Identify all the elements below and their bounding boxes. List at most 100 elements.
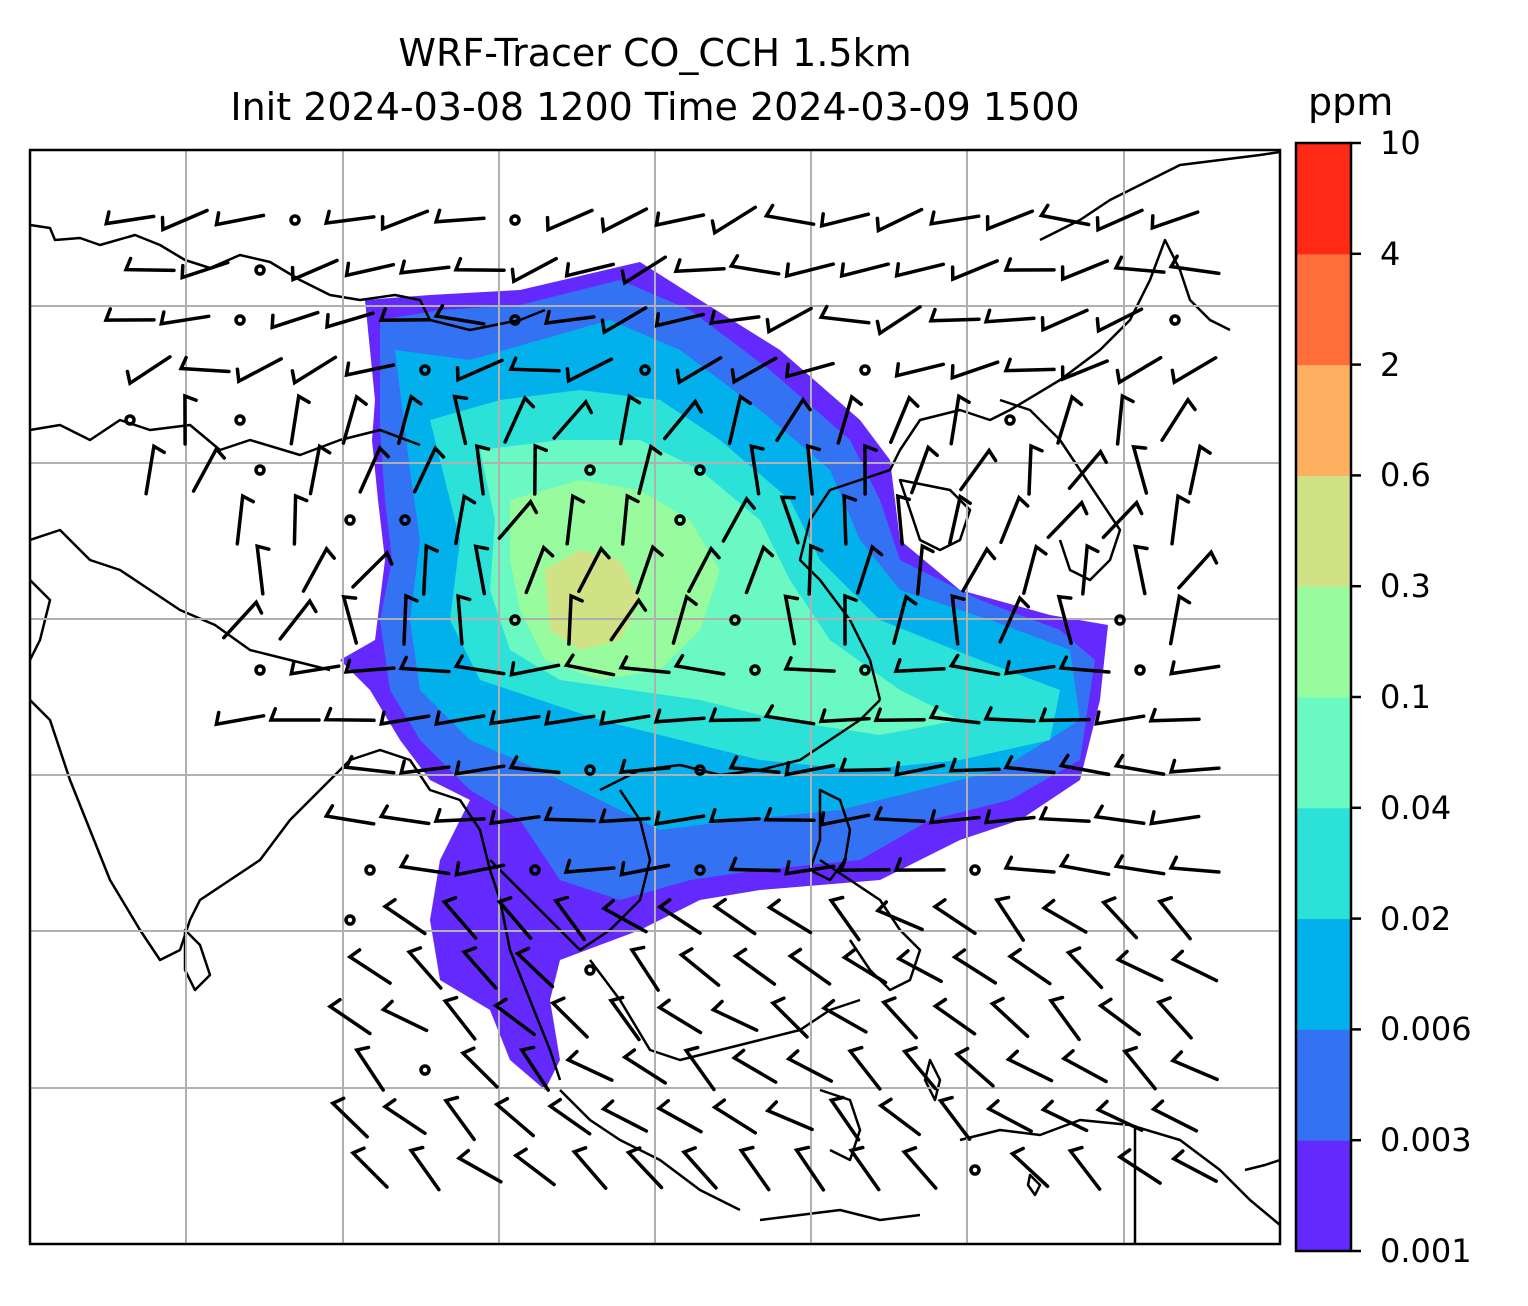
wind-barb <box>1097 997 1142 1037</box>
wind-barb <box>351 550 394 589</box>
wind-barb <box>680 1146 718 1190</box>
wind-barb <box>838 757 891 773</box>
wind-barb <box>609 597 648 642</box>
wind-barb <box>565 357 614 384</box>
wind-barb <box>828 1095 861 1142</box>
wind-barb <box>1007 947 1052 986</box>
calm-wind-marker <box>674 514 686 526</box>
wind-barb <box>763 806 816 822</box>
colorbar-band <box>1296 586 1351 698</box>
wind-barb <box>766 898 813 935</box>
wind-barb <box>183 393 198 446</box>
wind-barb <box>951 948 998 985</box>
wind-barb <box>893 857 946 872</box>
colorbar-band <box>1296 475 1351 587</box>
wind-barb <box>1005 1049 1054 1083</box>
wind-barb <box>1113 854 1166 876</box>
wind-barb <box>629 945 660 992</box>
wind-barb <box>1131 444 1149 495</box>
wind-barb <box>728 254 781 276</box>
wind-barb <box>877 1097 921 1137</box>
wind-barb <box>1003 659 1056 676</box>
wind-barb <box>784 262 836 279</box>
calm-wind-marker <box>399 514 411 526</box>
colorbar-band <box>1296 253 1351 366</box>
wind-barb <box>329 1096 369 1139</box>
wind-barb <box>875 207 924 234</box>
wind-barb <box>488 709 541 726</box>
wind-barb <box>290 355 338 386</box>
wind-barb <box>341 393 368 445</box>
colorbar-unit-label: ppm <box>1308 80 1394 124</box>
calm-wind-marker <box>749 664 761 676</box>
wind-barb <box>1113 753 1166 776</box>
wind-barb <box>1150 1099 1199 1133</box>
calm-wind-marker <box>509 314 521 326</box>
colorbar-band <box>1296 143 1351 255</box>
wind-barb <box>543 309 596 326</box>
colorbar-band <box>1296 918 1351 1030</box>
wind-barb <box>144 443 166 496</box>
wind-barb <box>1170 356 1218 386</box>
colorbar-tick-label: 0.001 <box>1380 1232 1472 1270</box>
wind-barb <box>1160 396 1197 442</box>
wind-barb <box>510 256 558 285</box>
wind-barb <box>547 1097 592 1136</box>
wind-barb <box>675 356 723 386</box>
wind-barb <box>855 544 884 595</box>
wind-barb <box>1065 946 1104 990</box>
wind-barb <box>545 208 594 233</box>
wind-barb <box>453 654 506 676</box>
wind-barb <box>621 1048 667 1085</box>
wind-barb <box>1046 499 1089 540</box>
wind-barb <box>620 255 668 286</box>
wind-barb <box>103 307 156 322</box>
wind-barb <box>571 1146 608 1190</box>
wind-barb <box>728 755 781 774</box>
wind-barb <box>433 208 486 224</box>
colorbar-band <box>1296 697 1351 809</box>
wind-barb <box>160 208 209 233</box>
calm-wind-marker <box>419 1064 431 1076</box>
wind-barb <box>985 1099 1033 1133</box>
calm-wind-marker <box>584 464 596 476</box>
wind-barb <box>895 493 912 546</box>
colorbar-band <box>1296 364 1351 476</box>
wind-barb <box>1022 543 1048 595</box>
wind-barb <box>618 655 671 675</box>
wind-barb <box>620 493 640 546</box>
calm-wind-marker <box>1134 664 1146 676</box>
wind-barb <box>793 1145 826 1192</box>
wind-barb <box>841 948 888 985</box>
wind-barb <box>600 1099 649 1133</box>
wind-barb <box>821 998 868 1034</box>
wind-barb <box>654 211 706 228</box>
wind-barb <box>600 207 649 234</box>
colorbar-tick-label: 0.02 <box>1380 899 1452 938</box>
wind-barb <box>619 861 671 877</box>
wind-barb <box>784 760 836 777</box>
wind-barb <box>818 708 871 724</box>
wind-barb <box>937 1095 972 1141</box>
wind-barb <box>509 661 561 677</box>
colorbar-band <box>1296 1140 1351 1252</box>
wind-barb <box>819 212 871 229</box>
wind-barb <box>1115 355 1163 386</box>
wind-barb <box>764 1100 814 1132</box>
calm-wind-marker <box>584 764 596 776</box>
wind-barb <box>894 362 946 379</box>
wind-barb <box>950 259 999 282</box>
wind-barb <box>727 393 753 446</box>
wind-barb <box>721 495 757 543</box>
wind-barb <box>508 356 561 373</box>
calm-wind-marker <box>254 264 266 276</box>
wind-barb <box>1116 1148 1162 1185</box>
wind-barb <box>653 708 706 724</box>
wind-barb <box>380 999 429 1033</box>
wind-barb <box>655 1098 703 1134</box>
wind-barb <box>838 857 891 872</box>
wind-barb <box>325 311 375 330</box>
wind-barb <box>1003 855 1056 874</box>
colorbar-tick-label: 0.003 <box>1380 1121 1472 1160</box>
wind-barb <box>847 1045 882 1091</box>
